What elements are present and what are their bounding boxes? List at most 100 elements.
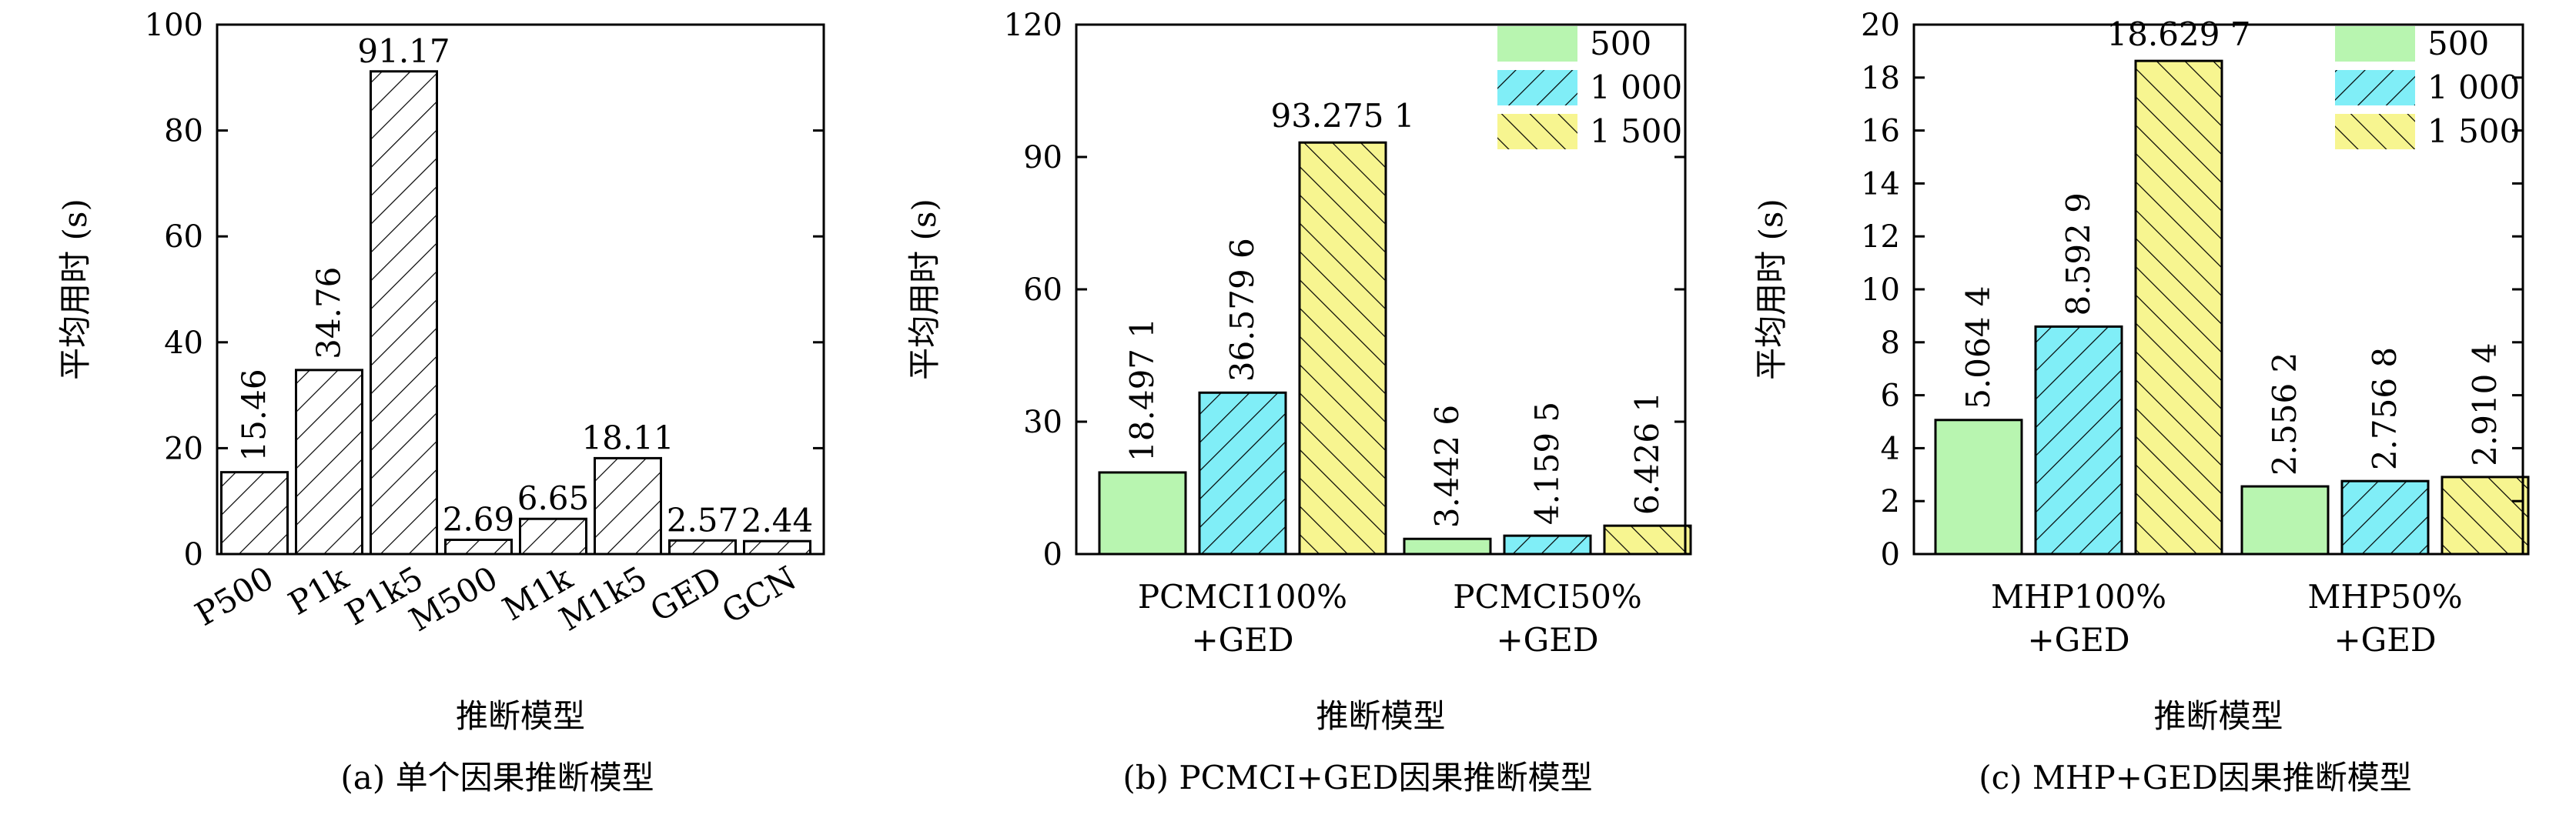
data-label: 6.65 [517, 479, 590, 517]
bar-hatch [2340, 479, 2430, 556]
bar-hatch [444, 538, 513, 556]
y-tick-label: 60 [164, 219, 203, 255]
y-tick-label: 6 [1881, 379, 1900, 414]
category-tick-label: M1k5 [553, 559, 653, 638]
legend: 500 1 000 1 500 [1497, 25, 1682, 150]
bar-500 [2242, 486, 2328, 554]
data-label: 36.579 6 [1223, 238, 1261, 382]
data-label: 2.910 4 [2466, 343, 2504, 466]
bar-500 [1935, 419, 2022, 554]
category-label: +GED [2027, 621, 2129, 659]
category-label: MHP100% [1991, 578, 2166, 616]
legend-label: 1 500 [2427, 112, 2520, 150]
data-label: 2.756 8 [2366, 347, 2404, 470]
data-label: 93.275 1 [1270, 97, 1414, 135]
category-tick-label: GCN [715, 559, 802, 631]
category-label: PCMCI50% [1453, 578, 1641, 616]
data-label: 91.17 [357, 32, 450, 70]
y-tick-label: 20 [164, 431, 203, 466]
y-tick-label: 40 [164, 326, 203, 361]
legend-swatch [1497, 26, 1577, 62]
legend-label: 1 000 [1590, 68, 1682, 106]
bar-hatch [519, 517, 587, 556]
data-label: 2.556 2 [2266, 352, 2303, 476]
bar-hatch [370, 70, 438, 556]
x-axis-label: 推断模型 [2153, 697, 2283, 735]
x-axis-label: 推断模型 [456, 697, 585, 735]
panel-caption: (a) 单个因果推断模型 [340, 759, 654, 796]
y-tick-label: 18 [1861, 61, 1900, 96]
data-label: 15.46 [236, 369, 273, 461]
panel-a-single-model-chart: 15.46P50034.76P1k91.17P1k52.69M5006.65M1… [56, 8, 825, 796]
plot-frame [216, 23, 825, 556]
data-label: 6.426 1 [1628, 392, 1666, 515]
data-label: 2.57 [667, 501, 739, 539]
bar-hatch [2441, 476, 2530, 556]
bar-hatch [295, 369, 363, 556]
panel-caption: (c) MHP+GED因果推断模型 [1979, 759, 2412, 796]
y-axis-label: 平均用时 (s) [905, 199, 943, 380]
data-label: 4.159 5 [1528, 402, 1566, 525]
y-tick-label: 120 [1004, 8, 1062, 43]
bar-hatch [1603, 524, 1692, 556]
category-label: MHP50% [2307, 578, 2462, 616]
y-tick-label: 20 [1861, 8, 1900, 43]
y-tick-label: 16 [1861, 114, 1900, 149]
bar-hatch [594, 456, 662, 556]
y-tick-label: 12 [1861, 219, 1900, 255]
bar-hatch [1503, 534, 1592, 556]
y-tick-label: 4 [1881, 431, 1900, 466]
bar-hatch [1198, 391, 1287, 556]
data-label: 8.592 9 [2059, 192, 2097, 316]
legend-label: 500 [1590, 25, 1651, 62]
legend-label: 1 000 [2427, 68, 2520, 106]
legend-label: 500 [2427, 25, 2489, 62]
bar-hatch [220, 471, 289, 556]
category-tick-label: P1k [282, 559, 355, 623]
bar-hatch [1298, 141, 1387, 556]
bar-500 [1099, 472, 1186, 554]
bar-hatch [2134, 59, 2223, 556]
panel-c-mhp-ged-chart: 5.064 4 2.556 2 8.592 9 2.756 8 18.629 7 2.91… [1752, 8, 2530, 796]
y-tick-label: 0 [184, 537, 203, 573]
category-tick-label: GED [644, 559, 728, 629]
data-label: 5.064 4 [1959, 285, 1997, 409]
legend-swatch [2335, 26, 2415, 62]
y-tick-label: 14 [1861, 166, 1900, 202]
y-tick-label: 90 [1023, 140, 1062, 175]
data-label: 34.76 [310, 267, 348, 359]
panel-caption: (b) PCMCI+GED因果推断模型 [1122, 759, 1592, 796]
y-axis-label: 平均用时 (s) [56, 199, 94, 380]
category-label: +GED [2333, 621, 2436, 659]
data-label: 18.11 [581, 419, 674, 456]
legend: 500 1 000 1 500 [2335, 25, 2520, 150]
y-tick-label: 8 [1881, 326, 1900, 361]
category-label: PCMCI100% [1138, 578, 1347, 616]
bars [220, 70, 811, 556]
bar-500 [1404, 539, 1490, 554]
legend-swatch-hatch [2335, 114, 2415, 149]
bar-hatch [668, 539, 737, 556]
data-label: 18.497 1 [1123, 318, 1161, 462]
y-tick-label: 30 [1023, 405, 1062, 440]
y-tick-label: 80 [164, 114, 203, 149]
y-tick-label: 60 [1023, 272, 1062, 308]
data-label: 2.44 [741, 502, 814, 539]
bar-hatch [2034, 325, 2123, 556]
legend-swatch-hatch [1497, 114, 1577, 149]
y-tick-label: 100 [145, 8, 203, 43]
data-label: 3.442 6 [1428, 405, 1466, 528]
category-tick-label: M500 [403, 559, 503, 639]
y-tick-label: 0 [1881, 537, 1900, 573]
legend-label: 1 500 [1590, 112, 1682, 150]
panel-b-pcmci-ged-chart: 18.497 1 3.442 6 36.579 6 4.159 5 93.275 1 6.… [905, 8, 1692, 796]
legend-swatch-hatch [2335, 70, 2415, 105]
bar-hatch [743, 539, 811, 556]
legend-swatch-hatch [1497, 70, 1577, 105]
y-tick-label: 0 [1043, 537, 1062, 573]
y-tick-label: 10 [1861, 272, 1900, 308]
category-label: +GED [1496, 621, 1598, 659]
data-label: 18.629 7 [2106, 15, 2250, 53]
y-axis-label: 平均用时 (s) [1752, 199, 1790, 380]
